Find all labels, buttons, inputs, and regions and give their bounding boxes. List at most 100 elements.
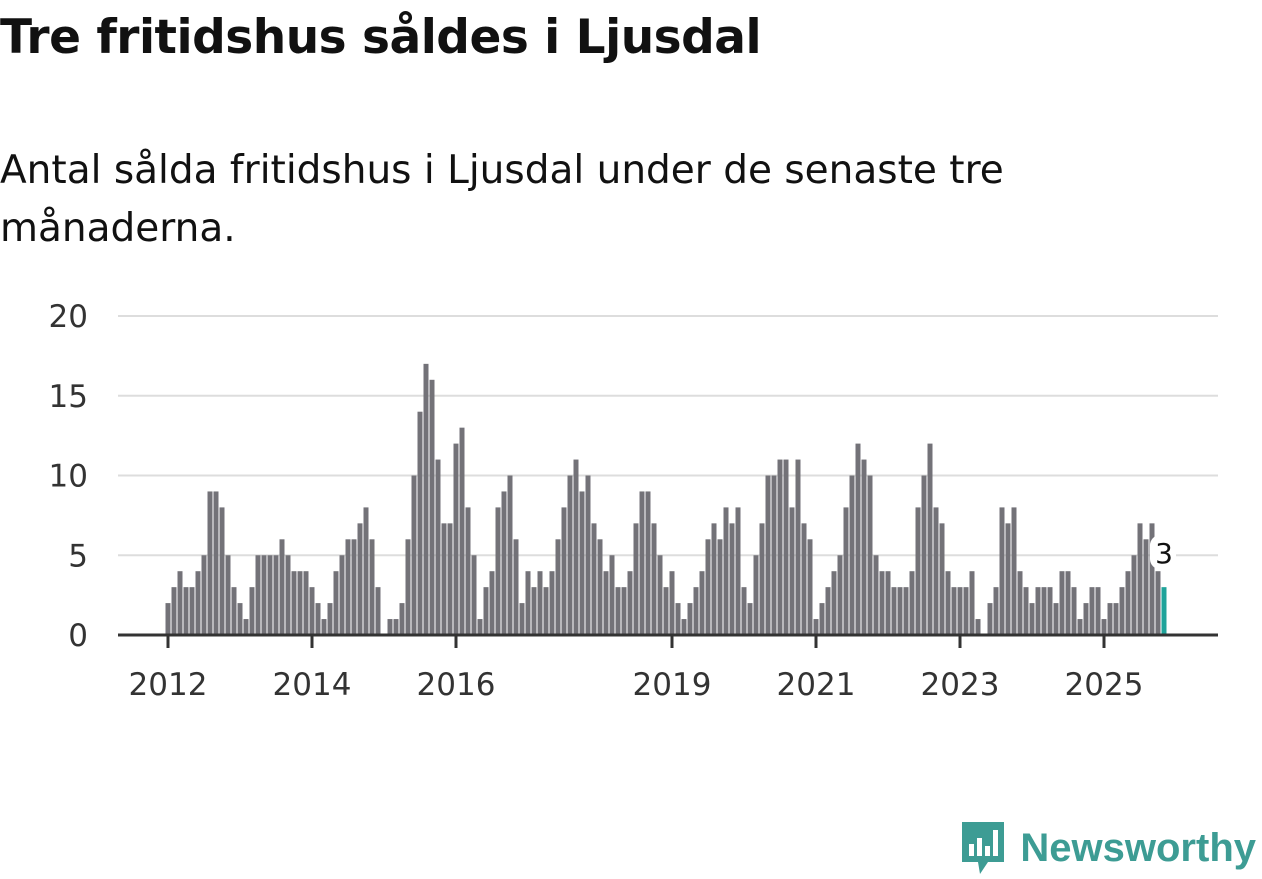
bar (687, 603, 693, 635)
bar (873, 555, 879, 635)
bar (825, 587, 831, 635)
bar (627, 571, 633, 635)
bar (1023, 587, 1029, 635)
bar (747, 603, 753, 635)
bar (717, 539, 723, 635)
bar (453, 443, 459, 635)
x-tick-label: 2012 (129, 667, 208, 703)
bar (723, 507, 729, 635)
bar (891, 587, 897, 635)
bar (897, 587, 903, 635)
bar (1113, 603, 1119, 635)
x-tick-label: 2019 (633, 667, 712, 703)
bar (729, 523, 735, 635)
x-tick-label: 2014 (273, 667, 352, 703)
bar (645, 491, 651, 635)
bar (231, 587, 237, 635)
bar (345, 539, 351, 635)
bar (285, 555, 291, 635)
bar (555, 539, 561, 635)
bar (333, 571, 339, 635)
bar (633, 523, 639, 635)
bar (597, 539, 603, 635)
bar (423, 363, 429, 635)
bar (213, 491, 219, 635)
bar (297, 571, 303, 635)
bar (969, 571, 975, 635)
bar (267, 555, 273, 635)
bar (447, 523, 453, 635)
bar (501, 491, 507, 635)
bar (705, 539, 711, 635)
bar (531, 587, 537, 635)
bar (183, 587, 189, 635)
x-tick-label: 2023 (921, 667, 1000, 703)
bar (927, 443, 933, 635)
bar (327, 603, 333, 635)
bar (195, 571, 201, 635)
y-tick-label: 15 (49, 379, 88, 415)
bar (1065, 571, 1071, 635)
bar (885, 571, 891, 635)
bar (309, 587, 315, 635)
bar (465, 507, 471, 635)
bar (375, 587, 381, 635)
bar (1077, 619, 1083, 635)
bar (411, 475, 417, 635)
bar (783, 459, 789, 635)
bar (909, 571, 915, 635)
y-tick-label: 20 (49, 299, 88, 335)
bar (1101, 619, 1107, 635)
bar (477, 619, 483, 635)
bar (201, 555, 207, 635)
bar (255, 555, 261, 635)
bar (771, 475, 777, 635)
bar (405, 539, 411, 635)
bar (867, 475, 873, 635)
bar (561, 507, 567, 635)
bar (933, 507, 939, 635)
bar (915, 507, 921, 635)
bar (735, 507, 741, 635)
y-tick-label: 0 (68, 618, 88, 654)
logo-chart-icon (962, 822, 1005, 874)
bar (639, 491, 645, 635)
bar (1017, 571, 1023, 635)
bar (663, 587, 669, 635)
bar (585, 475, 591, 635)
bar (225, 555, 231, 635)
bar (1041, 587, 1047, 635)
chart-title: Tre fritidshus såldes i Ljusdal (0, 10, 762, 65)
bar (441, 523, 447, 635)
bar (171, 587, 177, 635)
bar (1137, 523, 1143, 635)
bar (249, 587, 255, 635)
bar (525, 571, 531, 635)
bar (165, 603, 171, 635)
bar (393, 619, 399, 635)
bar (879, 571, 885, 635)
bar (1107, 603, 1113, 635)
bar (1047, 587, 1053, 635)
bar (273, 555, 279, 635)
bar (831, 571, 837, 635)
bar (795, 459, 801, 635)
bar (189, 587, 195, 635)
bar (651, 523, 657, 635)
bar (855, 443, 861, 635)
bar (303, 571, 309, 635)
bar (1059, 571, 1065, 635)
bar (801, 523, 807, 635)
bar (921, 475, 927, 635)
bar (417, 411, 423, 635)
bar (399, 603, 405, 635)
bar (291, 571, 297, 635)
y-tick-label: 5 (68, 538, 88, 574)
bar (1035, 587, 1041, 635)
bar (507, 475, 513, 635)
brand-name: Newsworthy (1020, 825, 1256, 870)
bar (591, 523, 597, 635)
bar (753, 555, 759, 635)
bar (951, 587, 957, 635)
bar (429, 379, 435, 635)
